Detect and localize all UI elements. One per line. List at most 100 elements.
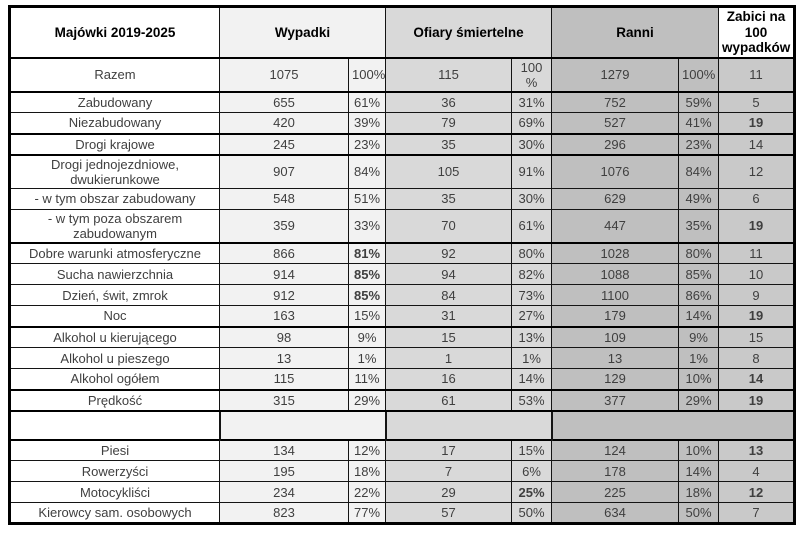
data-cell: 53%	[511, 388, 553, 412]
data-cell: 33%	[347, 208, 387, 244]
row-label-cell: Niezabudowany	[9, 112, 220, 135]
data-cell: 1028	[551, 241, 680, 265]
row-label-cell: Rowerzyści	[9, 460, 220, 483]
data-cell: 77%	[347, 502, 387, 525]
data-cell: 73%	[511, 284, 553, 307]
data-cell: 752	[551, 90, 680, 114]
data-cell: 100%	[678, 57, 720, 93]
data-cell: 69%	[511, 112, 553, 135]
data-cell: 178	[551, 460, 680, 483]
table-row: - w tym poza obszarem zabudowanym 359 33% 7…	[9, 208, 796, 244]
data-cell: 23%	[678, 132, 720, 156]
data-cell: 15	[718, 325, 796, 349]
data-cell: 7	[718, 502, 796, 525]
data-cell: 13	[219, 347, 349, 370]
data-cell: 1%	[347, 347, 387, 370]
data-cell: 18%	[678, 481, 720, 504]
row-label-cell	[9, 409, 220, 441]
data-cell: 447	[551, 208, 680, 244]
data-cell: 225	[551, 481, 680, 504]
column-group-header-ranni: Ranni	[551, 5, 720, 59]
data-cell: 91%	[511, 153, 553, 189]
data-cell: 14%	[678, 460, 720, 483]
spacer-cell	[218, 409, 387, 441]
data-cell: 100%	[347, 57, 387, 93]
spacer-cell	[550, 409, 796, 441]
data-cell: 94	[385, 263, 513, 286]
row-label-cell: Piesi	[9, 438, 220, 462]
data-cell: 655	[219, 90, 349, 114]
data-cell: 41%	[678, 112, 720, 135]
data-cell: 17	[385, 438, 513, 462]
table-row: Alkohol u kierującego 98 9% 15 13% 109 9% 15	[9, 325, 796, 349]
table-row: Alkohol ogółem 115 11% 16 14% 129 10% 14	[9, 368, 796, 391]
row-label-cell: Noc	[9, 305, 220, 328]
data-cell: 6	[718, 187, 796, 210]
row-label-cell: Kierowcy sam. osobowych	[9, 502, 220, 525]
data-cell: 50%	[511, 502, 553, 525]
data-cell: 315	[219, 388, 349, 412]
table-row: Piesi 134 12% 17 15% 124 10% 13	[9, 438, 796, 462]
table-row: - w tym obszar zabudowany 548 51% 35 30% 629 4…	[9, 187, 796, 210]
column-group-header-wypadki: Wypadki	[218, 5, 387, 59]
data-cell: 80%	[678, 241, 720, 265]
table-row: Prędkość 315 29% 61 53% 377 29% 19	[9, 388, 796, 412]
column-group-header-zabici-na-100-wypadkow: Zabici na 100 wypadków	[718, 5, 796, 59]
data-cell: 11%	[347, 368, 387, 391]
data-cell: 27%	[511, 305, 553, 328]
data-cell: 14	[718, 368, 796, 391]
data-cell: 13%	[511, 325, 553, 349]
data-cell: 163	[219, 305, 349, 328]
data-cell: 109	[551, 325, 680, 349]
data-cell: 14%	[511, 368, 553, 391]
data-cell: 30%	[511, 132, 553, 156]
data-cell: 57	[385, 502, 513, 525]
data-cell: 84%	[347, 153, 387, 189]
data-cell: 35%	[678, 208, 720, 244]
row-label-cell: Dzień, świt, zmrok	[9, 284, 220, 307]
data-cell: 35	[385, 132, 513, 156]
data-cell: 4	[718, 460, 796, 483]
data-cell: 823	[219, 502, 349, 525]
data-cell: 377	[551, 388, 680, 412]
row-label-cell: Razem	[9, 57, 220, 93]
data-cell: 1	[385, 347, 513, 370]
data-cell: 29%	[347, 388, 387, 412]
data-cell: 1279	[551, 57, 680, 93]
data-cell: 866	[219, 241, 349, 265]
data-cell: 29%	[678, 388, 720, 412]
data-cell: 1%	[678, 347, 720, 370]
data-cell: 16	[385, 368, 513, 391]
data-cell: 634	[551, 502, 680, 525]
data-cell: 29	[385, 481, 513, 504]
data-cell: 10%	[678, 438, 720, 462]
data-cell: 8	[718, 347, 796, 370]
data-cell: 85%	[347, 284, 387, 307]
data-cell: 7	[385, 460, 513, 483]
data-cell: 179	[551, 305, 680, 328]
data-cell: 79	[385, 112, 513, 135]
table-row: Kierowcy sam. osobowych 823 77% 57 50% 634 50%…	[9, 502, 796, 525]
data-cell: 9	[718, 284, 796, 307]
data-cell: 115	[219, 368, 349, 391]
table-title-cell: Majówki 2019-2025	[9, 5, 220, 59]
data-cell: 19	[718, 208, 796, 244]
data-cell: 12	[718, 481, 796, 504]
data-cell: 70	[385, 208, 513, 244]
data-cell: 25%	[511, 481, 553, 504]
data-cell: 1%	[511, 347, 553, 370]
data-cell: 1100	[551, 284, 680, 307]
row-label-cell: - w tym obszar zabudowany	[9, 187, 220, 210]
data-cell: 51%	[347, 187, 387, 210]
table-row: Alkohol u pieszego 13 1% 1 1% 13 1% 8	[9, 347, 796, 370]
data-cell: 19	[718, 305, 796, 328]
data-cell: 61%	[511, 208, 553, 244]
data-cell: 84	[385, 284, 513, 307]
row-label-cell: Drogi jednojezdniowe, dwukierunkowe	[9, 153, 220, 189]
row-label-cell: Dobre warunki atmosferyczne	[9, 241, 220, 265]
data-cell: 35	[385, 187, 513, 210]
data-cell: 50%	[678, 502, 720, 525]
data-cell: 82%	[511, 263, 553, 286]
table-row: Dobre warunki atmosferyczne 866 81% 92 80% 10…	[9, 241, 796, 265]
data-cell: 80%	[511, 241, 553, 265]
